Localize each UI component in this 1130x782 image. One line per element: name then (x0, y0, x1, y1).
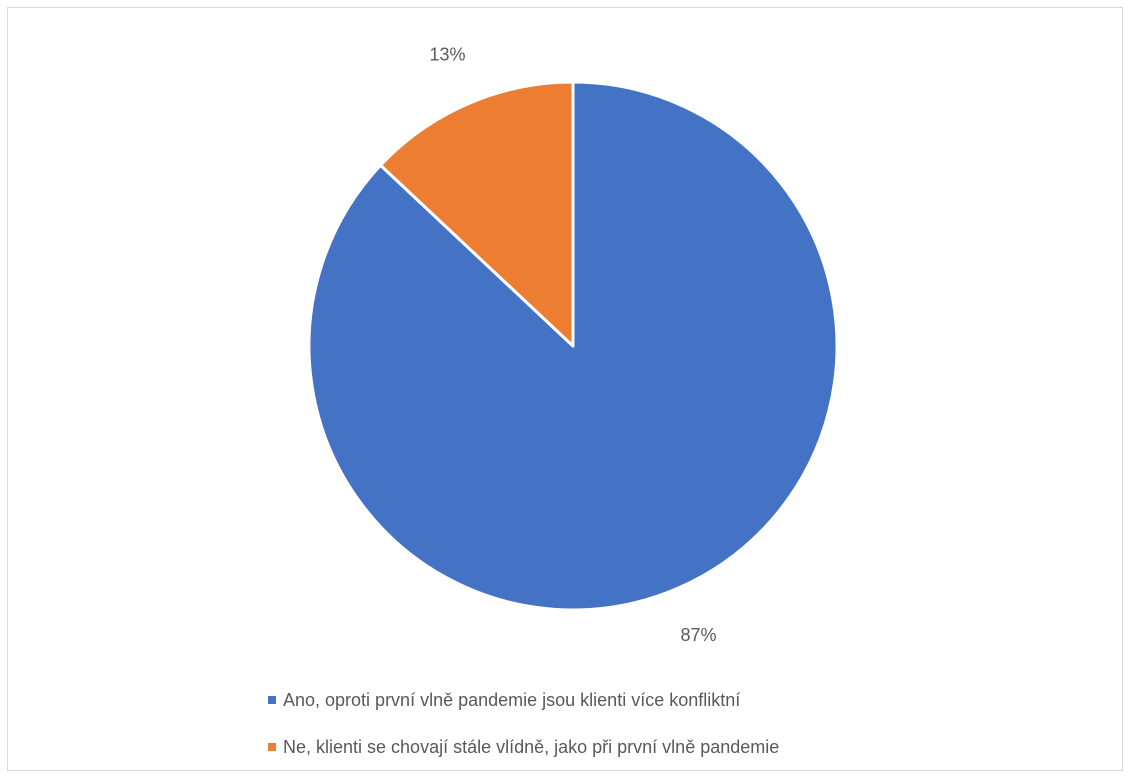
pie-slices (307, 80, 839, 612)
data-label-ano: 87% (680, 625, 716, 645)
legend-label-ano: Ano, oproti první vlně pandemie jsou kli… (283, 689, 741, 710)
pie-slice-ano (307, 80, 839, 612)
legend-swatch-ano (268, 696, 276, 704)
legend-item-ano: Ano, oproti první vlně pandemie jsou kli… (268, 688, 779, 712)
data-label-ne: 13% (429, 45, 465, 65)
legend-label-ne: Ne, klienti se chovají stále vlídně, jak… (283, 736, 780, 757)
legend-swatch-ne (268, 743, 276, 751)
legend: Ano, oproti první vlně pandemie jsou kli… (268, 688, 779, 782)
pie-slice-ne (379, 80, 575, 348)
legend-item-ne: Ne, klienti se chovají stále vlídně, jak… (268, 735, 779, 759)
